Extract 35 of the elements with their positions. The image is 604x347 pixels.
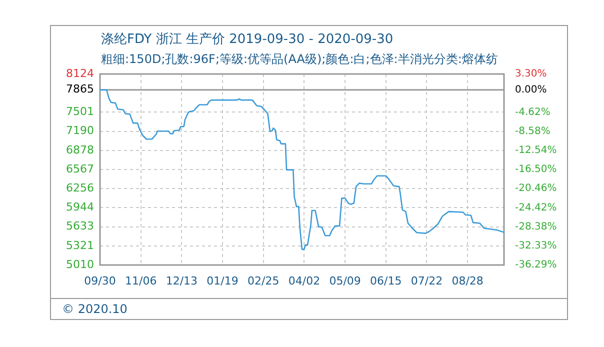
x-tick-label: 01/19	[206, 274, 238, 288]
chart-subtitle: 粗细:150D;孔数:96F;等级:优等品(AA级);颜色:白;色泽:半消光分类:熔体纺	[101, 51, 498, 68]
x-tick-label: 05/09	[329, 274, 361, 288]
x-tick-label: 04/02	[288, 274, 320, 288]
y-tick-label: 5944	[66, 200, 94, 214]
y-tick-label: 5633	[66, 220, 94, 233]
y-tick-label: 6567	[66, 162, 94, 176]
y2-tick-label: 0.00%	[515, 84, 547, 96]
y2-tick-label: -20.46%	[515, 183, 557, 194]
chart-title: 涤纶FDY 浙江 生产价 2019-09-30 - 2020-09-30	[101, 31, 394, 48]
y-tick-label: 8124	[66, 66, 94, 80]
y2-tick-label: -36.29%	[515, 260, 557, 271]
y2-tick-label: -24.42%	[515, 202, 557, 214]
y-tick-label: 5321	[66, 238, 94, 252]
y2-tick-label: -16.50%	[515, 164, 557, 176]
x-tick-label: 08/28	[452, 274, 484, 288]
y2-tick-label: -12.54%	[515, 145, 557, 156]
x-tick-label: 06/15	[370, 274, 402, 288]
y2-tick-label: -32.33%	[515, 240, 557, 252]
x-tick-label: 07/22	[410, 274, 443, 288]
text: © 2020.10	[62, 302, 128, 316]
y-tick-label: 7865	[66, 82, 94, 96]
y2-tick-label: -4.62%	[515, 106, 550, 118]
y-tick-label: 7501	[66, 105, 94, 118]
x-tick-label: 12/13	[166, 274, 198, 288]
y2-tick-label: -8.58%	[515, 126, 550, 137]
y-tick-label: 6256	[66, 181, 94, 194]
x-tick-label: 09/30	[84, 274, 116, 288]
y-tick-label: 7190	[66, 124, 94, 138]
y2-tick-label: -28.38%	[515, 221, 557, 232]
x-tick-label: 02/25	[248, 274, 280, 288]
y2-tick-label: 3.30%	[515, 68, 547, 80]
y-tick-label: 5010	[66, 258, 94, 271]
y-tick-label: 6878	[66, 143, 94, 156]
x-tick-label: 11/06	[124, 274, 157, 288]
